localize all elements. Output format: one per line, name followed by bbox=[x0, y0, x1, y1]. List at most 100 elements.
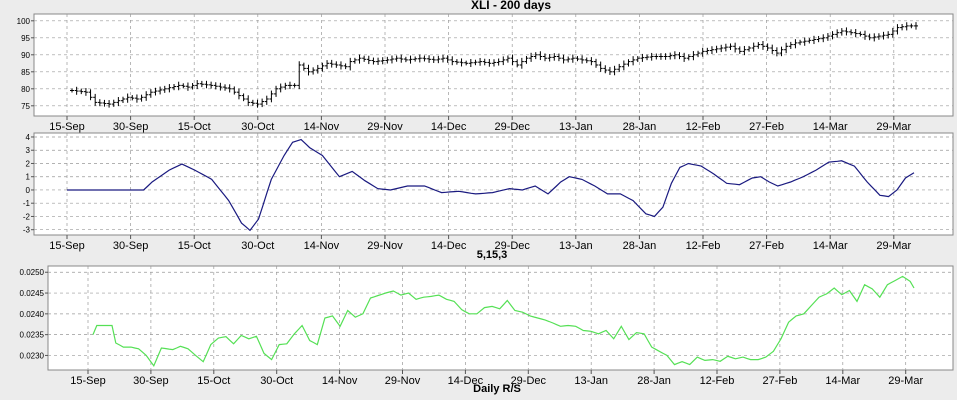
ohlc-bar bbox=[269, 90, 274, 103]
oscillator-chart: -3 -2 -1 0 1 2 3 4 15-Sep 30-Sep 15-Oct 30-Oct 14-N… bbox=[23, 132, 954, 261]
x-tick-label: 15-Oct bbox=[178, 240, 211, 252]
x-tick-label: 14-Nov bbox=[304, 240, 340, 252]
ohlc-bar bbox=[668, 52, 673, 60]
ohlc-bar bbox=[311, 67, 316, 75]
x-tick-label: 29-Mar bbox=[876, 121, 911, 133]
ohlc-bar bbox=[728, 43, 733, 51]
ohlc-bar bbox=[603, 65, 608, 74]
ohlc-bar bbox=[274, 85, 279, 97]
x-tick-label: 30-Oct bbox=[241, 121, 274, 133]
ohlc-bar bbox=[830, 31, 835, 40]
x-tick-label: 14-Dec bbox=[448, 375, 484, 387]
ohlc-bar bbox=[492, 59, 496, 67]
ohlc-bar bbox=[394, 55, 399, 62]
ohlc-bar bbox=[510, 54, 515, 66]
y-tick-label: 0.0235 bbox=[20, 331, 45, 340]
ohlc-bar bbox=[872, 33, 877, 42]
ohlc-bar bbox=[454, 59, 459, 65]
ohlc-bar bbox=[190, 82, 195, 90]
ohlc-bar bbox=[788, 41, 793, 49]
ohlc-bar bbox=[552, 53, 557, 61]
price-ohlc-series bbox=[70, 22, 918, 108]
ohlc-bar bbox=[227, 84, 232, 93]
rs-y-axis: 0.0230 0.0235 0.0240 0.0245 0.0250 bbox=[20, 268, 48, 360]
ohlc-bar bbox=[93, 93, 98, 106]
x-tick-label: 29-Nov bbox=[367, 240, 403, 252]
oscillator-plot-area bbox=[33, 132, 954, 236]
ohlc-bar bbox=[153, 87, 158, 96]
ohlc-bar bbox=[176, 81, 181, 91]
price-chart-title: XLI - 200 days bbox=[471, 0, 551, 12]
ohlc-bar bbox=[895, 24, 900, 35]
ohlc-bar bbox=[283, 82, 288, 90]
ohlc-bar bbox=[696, 50, 701, 58]
x-tick-label: 29-Mar bbox=[888, 375, 923, 387]
ohlc-bar bbox=[529, 52, 534, 62]
ohlc-bar bbox=[468, 59, 473, 68]
ohlc-bar bbox=[334, 61, 339, 68]
ohlc-bar bbox=[886, 31, 891, 39]
ohlc-bar bbox=[556, 53, 561, 62]
y-tick-label: 75 bbox=[21, 102, 30, 111]
ohlc-bar bbox=[594, 58, 599, 68]
rs-x-axis: 15-Sep 30-Sep 15-Oct 30-Oct 14-Nov 29-Nov 14-D… bbox=[70, 370, 923, 387]
price-y-axis: 75 80 85 90 95 100 bbox=[17, 17, 34, 111]
ohlc-bar bbox=[496, 58, 501, 66]
ohlc-bar bbox=[774, 47, 779, 57]
ohlc-bar bbox=[371, 57, 376, 65]
x-tick-label: 14-Dec bbox=[431, 240, 467, 252]
ohlc-bar bbox=[325, 60, 330, 70]
ohlc-bar bbox=[844, 27, 849, 36]
ohlc-bar bbox=[241, 93, 246, 102]
ohlc-bar bbox=[566, 56, 571, 63]
x-tick-label: 14-Mar bbox=[813, 240, 848, 252]
x-tick-label: 14-Mar bbox=[813, 121, 848, 133]
rs-grid bbox=[48, 266, 953, 370]
ohlc-bar bbox=[111, 99, 116, 107]
ohlc-bar bbox=[158, 86, 163, 95]
ohlc-bar bbox=[765, 43, 770, 51]
ohlc-bar bbox=[399, 54, 404, 63]
oscillator-line bbox=[67, 138, 915, 232]
ohlc-bar bbox=[654, 53, 659, 60]
y-tick-label: 2 bbox=[26, 159, 31, 168]
y-tick-label: 0.0230 bbox=[20, 351, 45, 360]
x-tick-label: 14-Mar bbox=[825, 375, 860, 387]
y-tick-label: 0.0240 bbox=[20, 310, 45, 319]
x-tick-label: 30-Sep bbox=[133, 375, 168, 387]
ohlc-bar bbox=[362, 55, 367, 62]
ohlc-bar bbox=[807, 38, 812, 44]
ohlc-bar bbox=[223, 84, 228, 91]
x-tick-label: 14-Dec bbox=[431, 121, 467, 133]
ohlc-bar bbox=[445, 55, 450, 63]
ohlc-bar bbox=[580, 55, 585, 64]
ohlc-bar bbox=[79, 88, 84, 95]
x-tick-label: 29-Nov bbox=[385, 375, 421, 387]
ohlc-bar bbox=[121, 96, 126, 103]
x-tick-label: 29-Dec bbox=[511, 375, 547, 387]
ohlc-bar bbox=[658, 53, 663, 60]
ohlc-bar bbox=[584, 57, 589, 64]
ohlc-bar bbox=[315, 64, 320, 74]
ohlc-bar bbox=[440, 54, 445, 63]
ohlc-bar bbox=[83, 88, 88, 96]
ohlc-bar bbox=[825, 33, 830, 41]
ohlc-bar bbox=[524, 55, 529, 64]
ohlc-bar bbox=[505, 55, 510, 63]
ohlc-bar bbox=[287, 81, 292, 90]
ohlc-bar bbox=[320, 62, 325, 72]
ohlc-bar bbox=[770, 44, 775, 54]
ohlc-bar bbox=[260, 98, 265, 108]
ohlc-bar bbox=[862, 30, 867, 40]
ohlc-bar bbox=[436, 55, 441, 64]
y-tick-label: 1 bbox=[26, 173, 31, 182]
ohlc-bar bbox=[607, 66, 612, 75]
y-tick-label: 3 bbox=[26, 146, 31, 155]
ohlc-bar bbox=[431, 56, 436, 63]
ohlc-bar bbox=[784, 42, 789, 54]
y-tick-label: 85 bbox=[21, 68, 30, 77]
ohlc-bar bbox=[682, 52, 687, 62]
y-tick-label: 0 bbox=[26, 186, 31, 195]
ohlc-bar bbox=[459, 58, 464, 67]
x-tick-label: 29-Mar bbox=[876, 240, 911, 252]
